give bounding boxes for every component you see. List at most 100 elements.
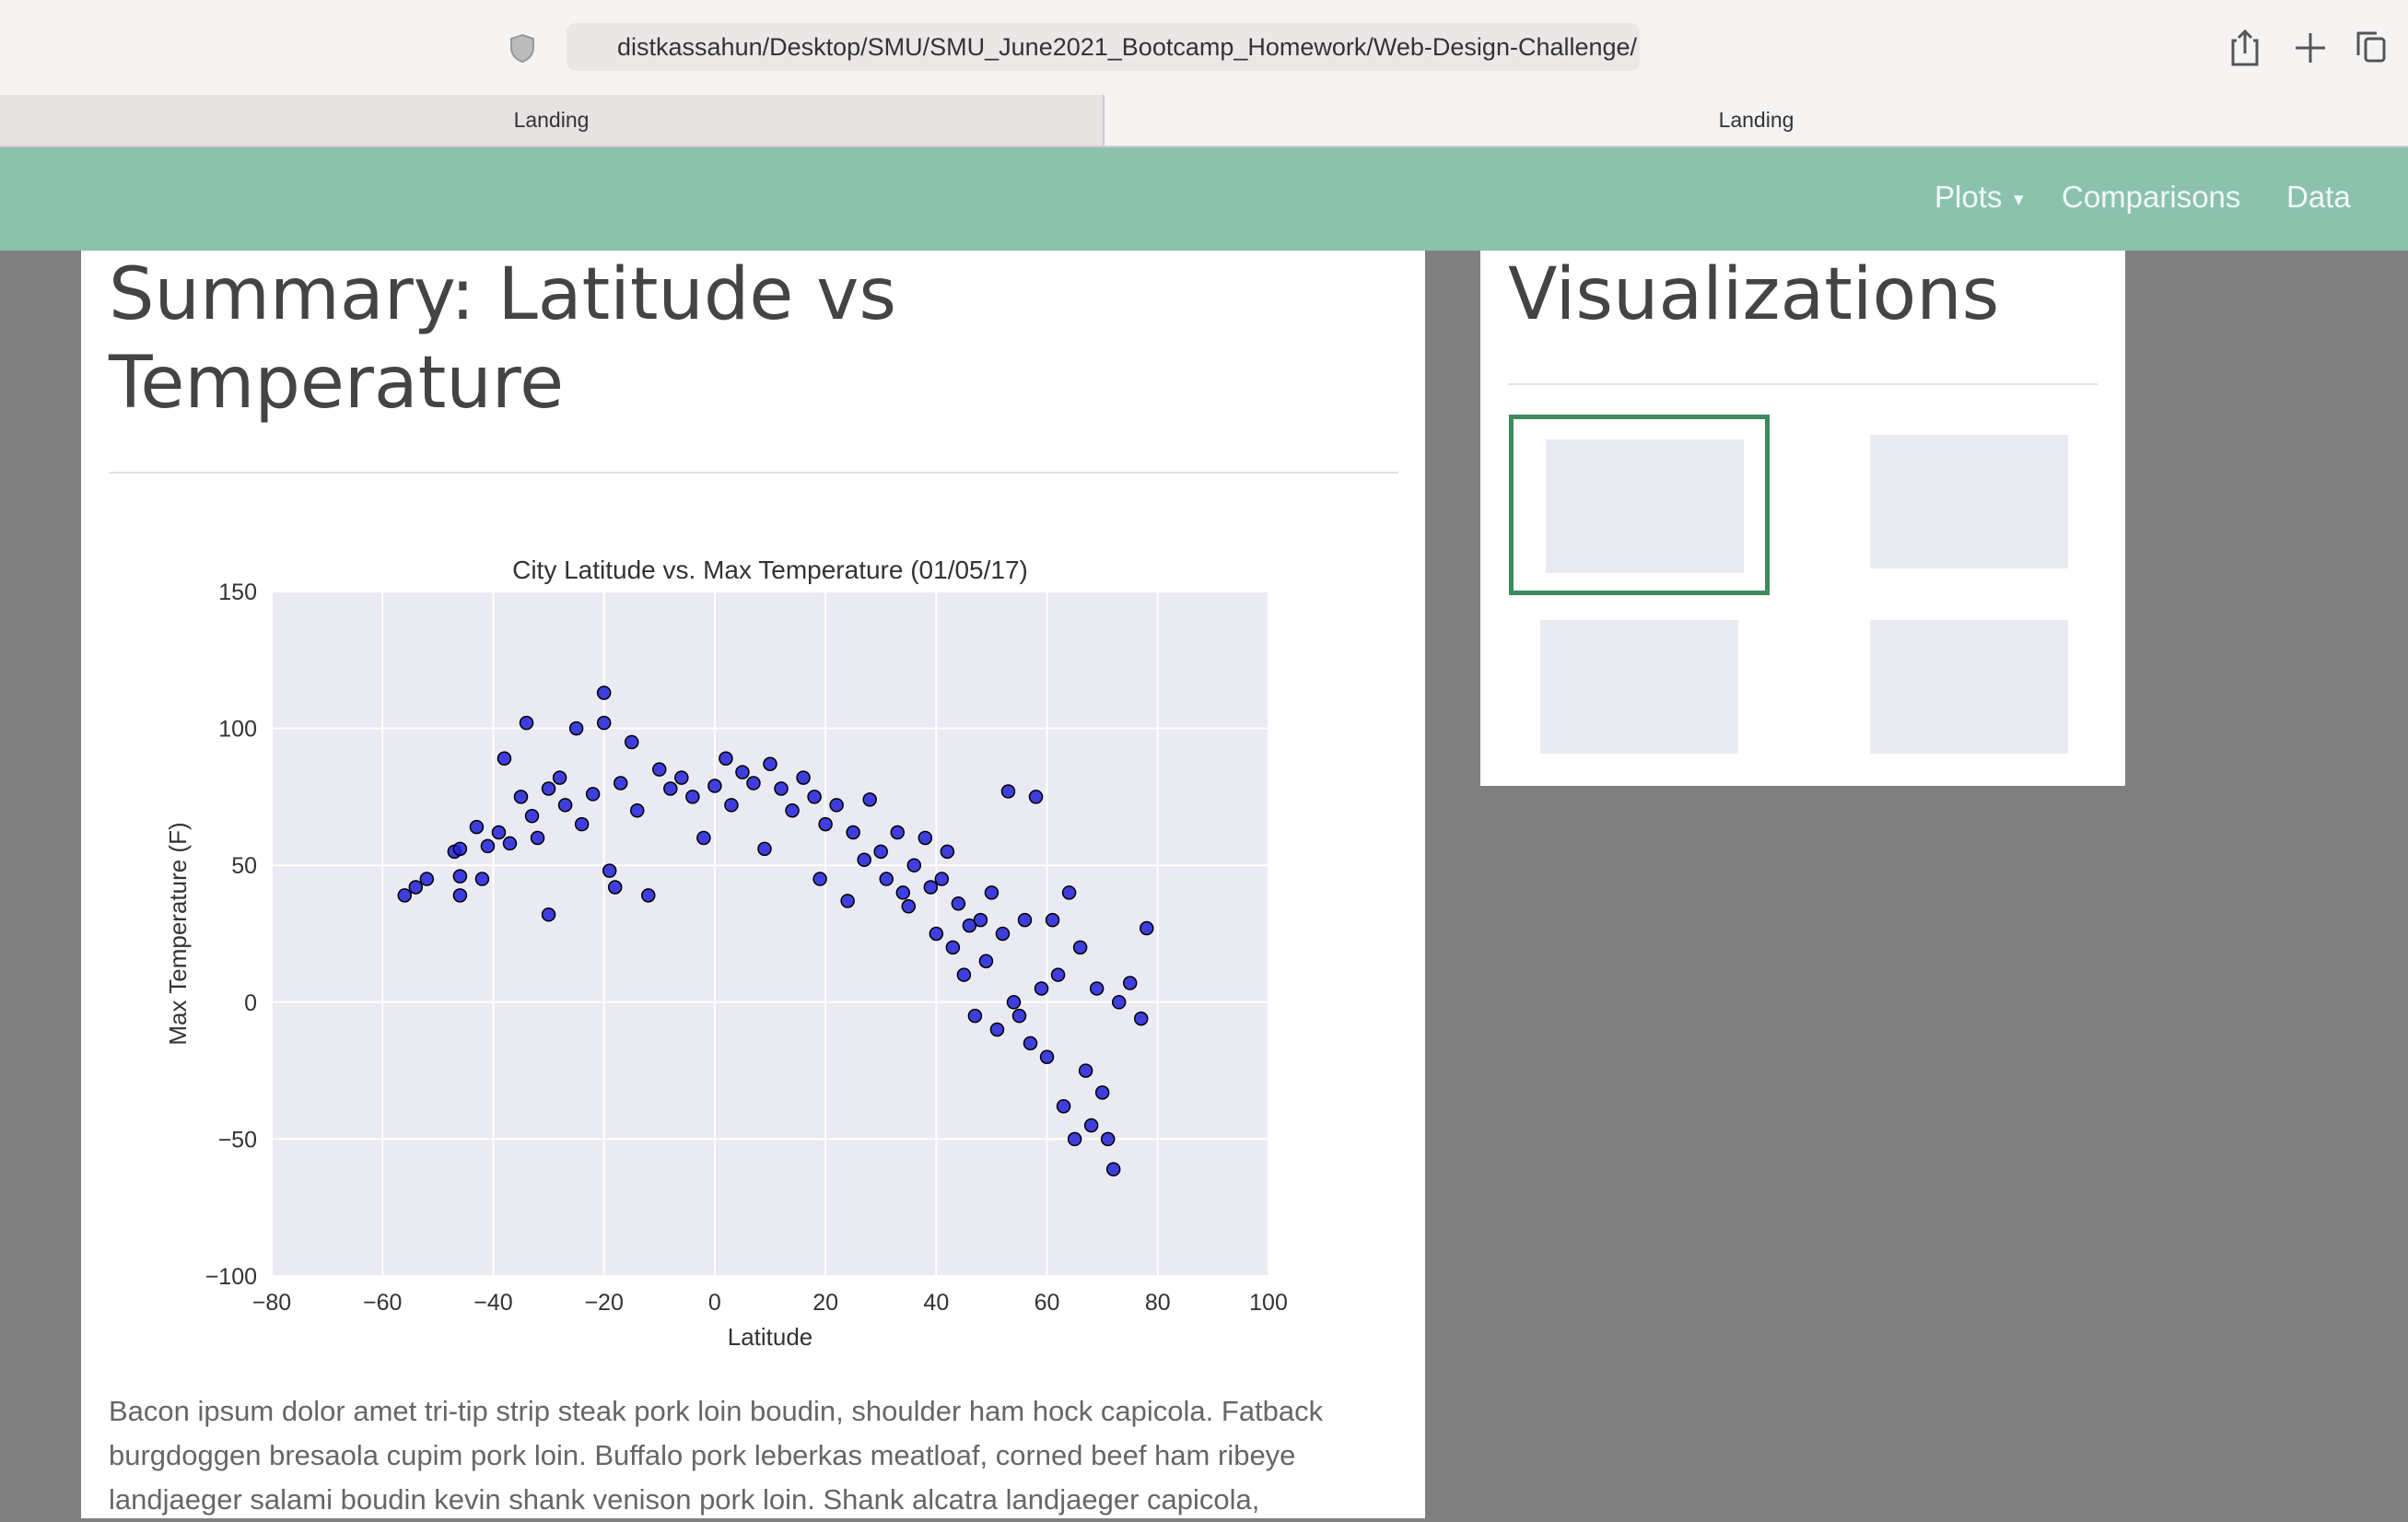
scatter-point bbox=[480, 838, 496, 854]
nav-item[interactable]: Data bbox=[2286, 180, 2351, 214]
scatter-point bbox=[663, 781, 678, 796]
scatter-point bbox=[901, 899, 917, 914]
scatter-point bbox=[568, 720, 584, 736]
x-tick-label: −80 bbox=[252, 1290, 291, 1316]
y-tick-label: −100 bbox=[205, 1264, 257, 1290]
tab[interactable]: Landing bbox=[1105, 95, 2408, 146]
plot-area bbox=[272, 591, 1268, 1276]
scatter-point bbox=[807, 790, 822, 804]
scatter-point bbox=[895, 885, 911, 900]
x-tick-label: −40 bbox=[473, 1290, 512, 1316]
y-tick-label: 100 bbox=[218, 717, 257, 743]
scatter-point bbox=[629, 803, 645, 818]
scatter-point bbox=[984, 885, 999, 900]
x-tick-label: −60 bbox=[363, 1290, 402, 1316]
y-tick-label: −50 bbox=[218, 1127, 257, 1153]
nav-dropdown[interactable]: Plots ▼ bbox=[1935, 180, 2028, 214]
tab[interactable]: Landing bbox=[0, 95, 1105, 146]
shield-icon bbox=[510, 33, 534, 63]
y-axis-label: Max Temperature (F) bbox=[164, 822, 192, 1045]
nav-item[interactable]: Comparisons bbox=[2062, 180, 2241, 214]
scatter-point bbox=[452, 888, 468, 903]
x-axis-label: Latitude bbox=[728, 1323, 813, 1351]
x-tick-label: 0 bbox=[708, 1290, 721, 1316]
scatter-point bbox=[602, 863, 617, 878]
scatter-point bbox=[674, 770, 689, 785]
x-tick-label: 100 bbox=[1249, 1290, 1288, 1316]
scatter-point bbox=[945, 940, 961, 955]
scatter-point bbox=[541, 907, 556, 922]
scatter-point bbox=[951, 896, 966, 911]
thumbnail-plot bbox=[1546, 439, 1744, 573]
scatter-point bbox=[624, 734, 639, 750]
scatter-point bbox=[1056, 1098, 1071, 1114]
scatter-point bbox=[873, 844, 888, 860]
scatter-point bbox=[596, 685, 612, 700]
x-tick-label: 80 bbox=[1145, 1290, 1171, 1316]
scatter-point bbox=[956, 967, 972, 982]
thumbnail[interactable] bbox=[1842, 426, 2073, 594]
scatter-point bbox=[1140, 920, 1154, 936]
thumbnail[interactable] bbox=[1847, 611, 2073, 780]
scatter-point bbox=[452, 841, 468, 857]
scatter-point bbox=[989, 1022, 1005, 1037]
thumbnail-plot bbox=[1870, 435, 2068, 568]
scatter-point bbox=[1050, 967, 1066, 982]
scatter-point bbox=[652, 762, 667, 777]
scatter-point bbox=[419, 872, 435, 886]
tab-label: Landing bbox=[1718, 108, 1794, 132]
scatter-point bbox=[1039, 1049, 1055, 1064]
thumbnail-plot bbox=[1540, 620, 1738, 754]
scatter-point bbox=[452, 869, 468, 884]
scatter-point bbox=[524, 808, 540, 824]
scatter-point bbox=[857, 852, 871, 868]
scatter-point bbox=[724, 798, 739, 813]
scatter-point bbox=[785, 803, 800, 818]
divider bbox=[1508, 383, 2098, 385]
scatter-point bbox=[879, 872, 894, 886]
scatter-point bbox=[1133, 1011, 1149, 1026]
scatter-point bbox=[1105, 1162, 1121, 1177]
thumbnail[interactable] bbox=[1513, 611, 1750, 780]
scatter-point bbox=[962, 918, 977, 933]
scatter-point bbox=[596, 715, 612, 731]
scatter-point bbox=[846, 825, 860, 840]
scatter-point bbox=[519, 715, 534, 731]
scatter-point bbox=[812, 872, 827, 886]
scatter-point bbox=[1072, 940, 1088, 955]
scatter-point bbox=[929, 926, 944, 942]
scatter-point bbox=[1017, 912, 1033, 928]
x-tick-label: 20 bbox=[812, 1290, 838, 1316]
scatter-point bbox=[1006, 995, 1022, 1010]
browser-toolbar: distkassahun/Desktop/SMU/SMU_June2021_Bo… bbox=[0, 0, 2408, 95]
scatter-point bbox=[796, 770, 811, 785]
scatter-point bbox=[530, 830, 545, 846]
scatter-point bbox=[696, 830, 711, 846]
scatter-point bbox=[1000, 784, 1016, 799]
scatter-point bbox=[1094, 1085, 1110, 1100]
x-tick-label: 40 bbox=[923, 1290, 949, 1316]
thumbnail[interactable] bbox=[1509, 415, 1770, 595]
scatter-point bbox=[641, 888, 656, 903]
scatter-point bbox=[607, 880, 623, 895]
divider bbox=[109, 472, 1398, 474]
toolbar-icons[interactable] bbox=[2229, 28, 2386, 68]
url-field[interactable]: distkassahun/Desktop/SMU/SMU_June2021_Bo… bbox=[567, 23, 1640, 71]
scatter-point bbox=[1028, 790, 1044, 804]
y-tick-label: 50 bbox=[231, 853, 257, 879]
scatter-point bbox=[1045, 912, 1060, 928]
scatter-point bbox=[973, 912, 988, 928]
visualizations-panel: Visualizations bbox=[1480, 251, 2125, 786]
scatter-point bbox=[1034, 981, 1049, 996]
scatter-point bbox=[491, 825, 507, 840]
scatter-point bbox=[552, 770, 567, 785]
navbar: Plots ▼ Comparisons Data bbox=[0, 147, 2408, 251]
scatter-point bbox=[774, 781, 789, 796]
visualizations-title: Visualizations bbox=[1508, 253, 2000, 336]
scatter-point bbox=[574, 816, 590, 832]
scatter-point bbox=[613, 776, 628, 790]
thumbnail-plot bbox=[1870, 620, 2068, 754]
paragraph: Bacon ipsum dolor amet tri-tip strip ste… bbox=[109, 1395, 1324, 1516]
scatter-point bbox=[862, 792, 877, 807]
